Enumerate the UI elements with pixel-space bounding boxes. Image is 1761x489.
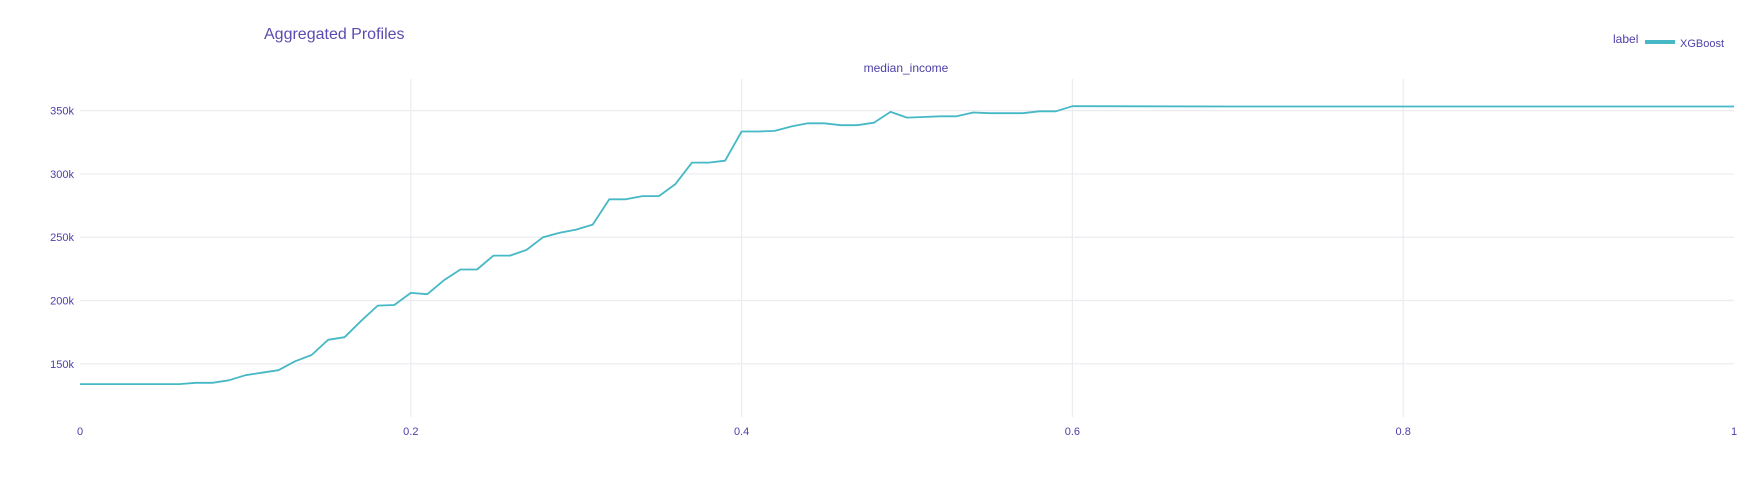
y-tick-label: 350k	[50, 106, 74, 118]
grid	[80, 79, 1734, 417]
x-tick-label: 0.4	[734, 426, 749, 438]
x-tick-label: 0.8	[1396, 426, 1411, 438]
y-tick-label: 250k	[50, 232, 74, 244]
axis-ticks: 150k 200k 250k 300k 350k 0 0.2 0.4 0.6 0.8 1	[50, 106, 1737, 438]
legend-entry-xgboost[interactable]: XGBoost	[1680, 38, 1724, 50]
series-layer	[80, 105, 1734, 386]
legend[interactable]: label XGBoost	[1613, 32, 1724, 50]
y-tick-label: 150k	[50, 359, 74, 371]
x-tick-label: 0.2	[403, 426, 418, 438]
legend-title: label	[1613, 32, 1638, 46]
chart-title: Aggregated Profiles	[264, 26, 405, 43]
series-line-xgboost[interactable]	[80, 105, 1734, 386]
x-tick-label: 1	[1731, 426, 1737, 438]
y-tick-label: 200k	[50, 296, 74, 308]
y-tick-label: 300k	[50, 169, 74, 181]
x-tick-label: 0.6	[1065, 426, 1080, 438]
x-tick-label: 0	[77, 426, 83, 438]
subplot-title: median_income	[864, 61, 949, 75]
